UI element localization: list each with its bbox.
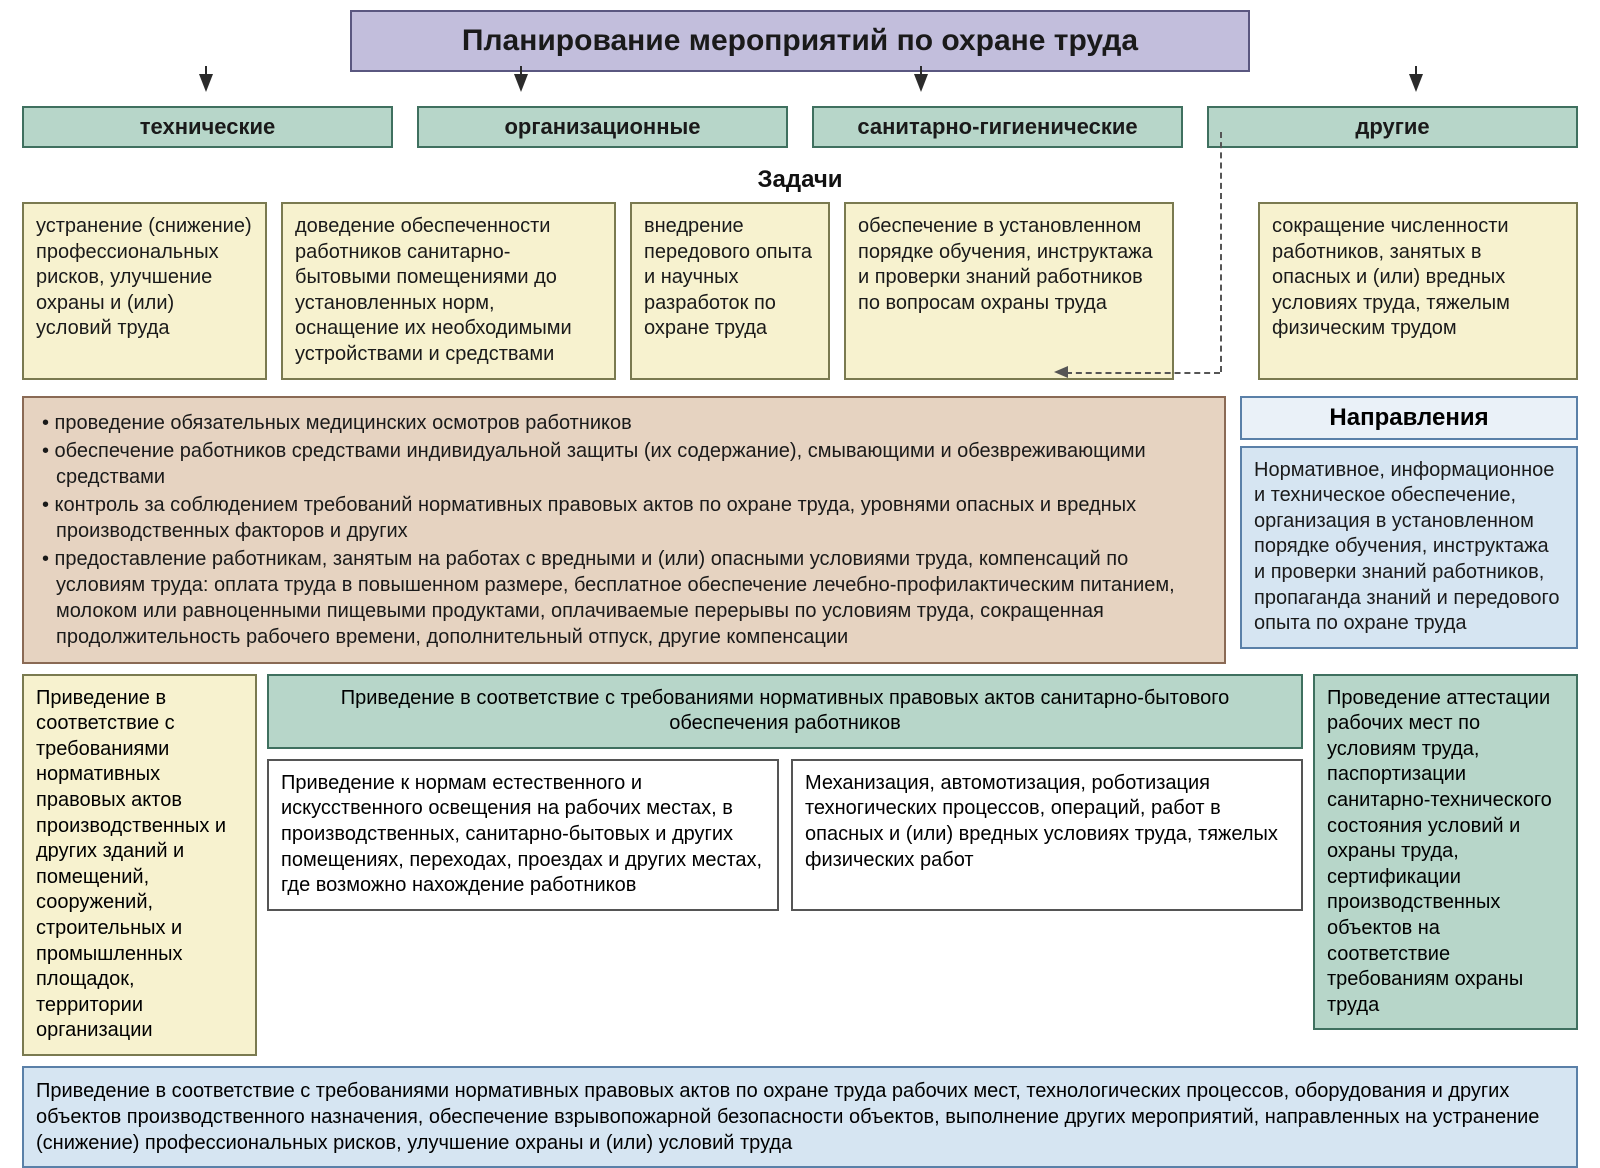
task-box: сокращение численности работников, занят… — [1258, 202, 1578, 380]
arrow-down-icon — [199, 74, 213, 92]
mid-row: • проведение обязательных медицинских ос… — [14, 396, 1586, 664]
directions-column: Направления Нормативное, информационное … — [1240, 396, 1578, 664]
directions-box: Нормативное, информационное и техническо… — [1240, 446, 1578, 649]
white-row: Приведение к нормам естественного и иску… — [267, 759, 1303, 911]
box-sanitary-header: Приведение в соответствие с требованиями… — [267, 674, 1303, 749]
main-title: Планирование мероприятий по охране труда — [350, 10, 1250, 72]
category-sanitary: санитарно-гигиенические — [812, 106, 1183, 148]
bullet-item: • проведение обязательных медицинских ос… — [38, 410, 1210, 436]
box-attestation: Проведение аттестации рабочих мест по ус… — [1313, 674, 1578, 1031]
arrow-row — [14, 78, 1586, 106]
arrow-down-icon — [514, 74, 528, 92]
box-mechanization: Механизация, автомотизация, роботизация … — [791, 759, 1303, 911]
bottom-row: Приведение в соответствие с требованиями… — [14, 674, 1586, 1056]
footer-box: Приведение в соответствие с требованиями… — [22, 1066, 1578, 1168]
tasks-row: устранение (снижение) профессиональных р… — [14, 202, 1586, 380]
box-buildings: Приведение в соответствие с требованиями… — [22, 674, 257, 1056]
center-column: Приведение в соответствие с требованиями… — [267, 674, 1303, 911]
bullet-item: • обеспечение работников средствами инди… — [38, 438, 1210, 490]
arrow-down-icon — [1409, 74, 1423, 92]
task-box: внедрение передового опыта и научных раз… — [630, 202, 830, 380]
directions-heading: Направления — [1240, 396, 1578, 440]
bullet-item: • контроль за соблюдением требований нор… — [38, 492, 1210, 544]
tasks-heading: Задачи — [14, 166, 1586, 194]
category-row: технические организационные санитарно-ги… — [14, 106, 1586, 148]
task-box: доведение обеспеченности работников сани… — [281, 202, 616, 380]
bullets-box: • проведение обязательных медицинских ос… — [22, 396, 1226, 664]
arrow-left-icon — [1054, 366, 1068, 378]
category-technical: технические — [22, 106, 393, 148]
box-lighting: Приведение к нормам естественного и иску… — [267, 759, 779, 911]
dashed-connector-icon — [1220, 132, 1222, 372]
bullet-item: • предоставление работникам, занятым на … — [38, 546, 1210, 650]
category-other: другие — [1207, 106, 1578, 148]
category-organizational: организационные — [417, 106, 788, 148]
task-box: обеспечение в установленном порядке обуч… — [844, 202, 1174, 380]
task-box: устранение (снижение) профессиональных р… — [22, 202, 267, 380]
dashed-connector-icon — [1066, 372, 1220, 374]
arrow-down-icon — [914, 74, 928, 92]
